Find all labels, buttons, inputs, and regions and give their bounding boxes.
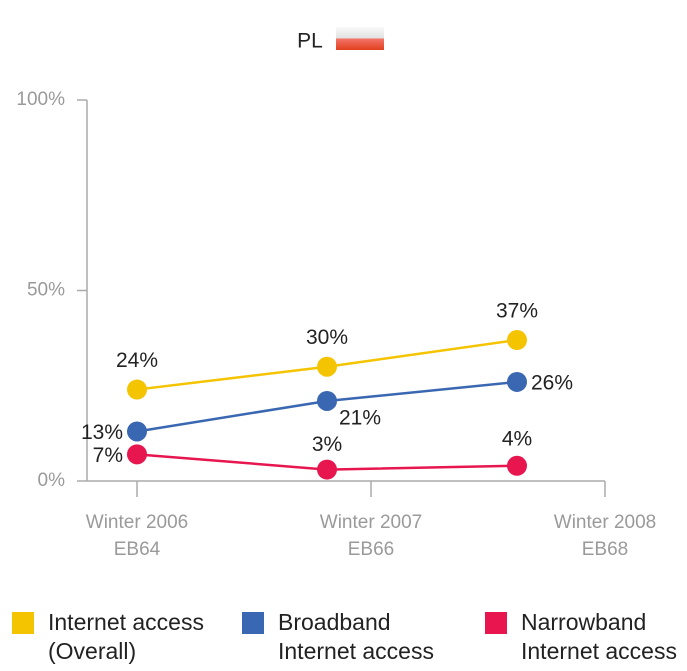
- legend-item: Narrowband Internet access: [485, 608, 687, 666]
- legend-swatch: [485, 612, 507, 634]
- point: [127, 444, 147, 465]
- x-tick-label-line: EB68: [582, 539, 628, 560]
- x-tick-label: Winter 2006 EB64: [86, 512, 188, 560]
- chart-title: PL: [297, 30, 323, 53]
- data-label: 3%: [312, 433, 342, 456]
- point: [127, 421, 147, 442]
- y-tick-label: 0%: [38, 470, 66, 491]
- data-label: 30%: [306, 326, 348, 349]
- data-label: 4%: [502, 427, 532, 450]
- y-tick-label: 100%: [16, 89, 65, 110]
- legend-label: Narrowband Internet access: [521, 609, 677, 664]
- x-tick-label-line: EB66: [348, 539, 394, 560]
- legend-label: Broadband Internet access: [278, 609, 434, 664]
- legend-label: Internet access (Overall): [48, 609, 204, 664]
- point: [127, 379, 147, 400]
- x-tick-label: Winter 2007 EB66: [320, 512, 422, 560]
- data-label: 26%: [531, 371, 573, 394]
- point: [507, 371, 527, 392]
- point: [507, 455, 527, 476]
- point: [317, 390, 337, 411]
- legend-item: Broadband Internet access: [242, 608, 468, 666]
- point: [317, 459, 337, 480]
- legend-swatch: [242, 612, 264, 634]
- y-tick-label: 50%: [27, 280, 65, 301]
- x-tick-label-line: Winter 2008: [554, 512, 656, 533]
- x-tick-label-line: Winter 2006: [86, 512, 188, 533]
- x-tick-label-line: EB64: [114, 539, 161, 560]
- x-tick-label: Winter 2008 EB68: [554, 512, 656, 560]
- point: [507, 330, 527, 351]
- legend-item: Internet access (Overall): [12, 608, 238, 666]
- x-tick-label-line: Winter 2007: [320, 512, 422, 533]
- data-label: 13%: [81, 421, 123, 444]
- data-label: 24%: [116, 349, 158, 372]
- flag: [336, 27, 384, 50]
- data-label: 21%: [339, 407, 381, 430]
- point: [317, 356, 337, 377]
- data-label: 37%: [496, 300, 538, 323]
- data-label: 7%: [93, 444, 123, 467]
- legend-swatch: [12, 612, 34, 634]
